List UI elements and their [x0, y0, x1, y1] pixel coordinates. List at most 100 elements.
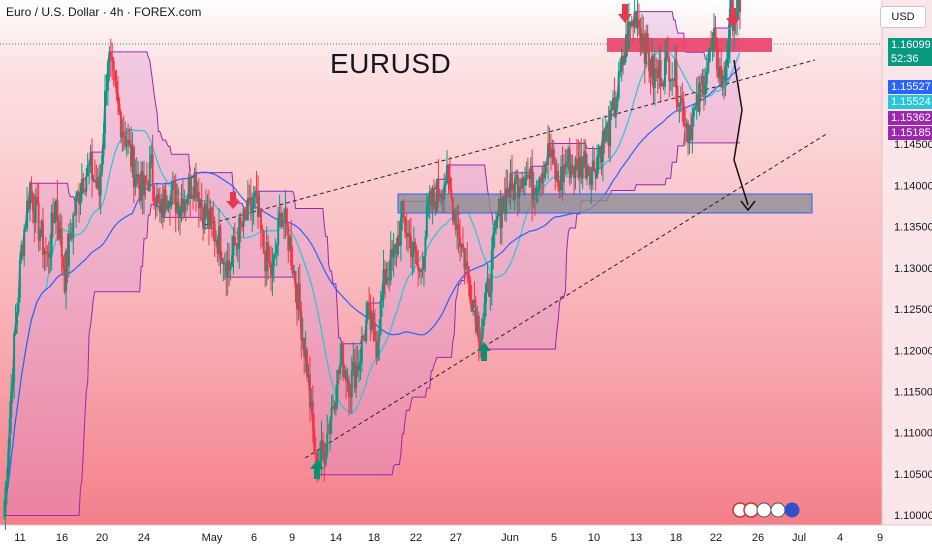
candle-body: [201, 200, 203, 208]
flag-eu-icon[interactable]: [785, 503, 799, 517]
candle-body: [427, 201, 429, 206]
candle-body: [416, 251, 418, 265]
candle-body: [256, 191, 258, 195]
time-tick-label: 18: [670, 532, 682, 544]
candle-body: [15, 325, 17, 333]
candle-body: [82, 179, 84, 191]
candle-body: [94, 179, 96, 181]
candle-body: [726, 59, 728, 66]
candle-body: [716, 38, 718, 70]
candle-body: [4, 488, 6, 515]
candle-body: [712, 39, 714, 50]
candle-body: [524, 181, 526, 186]
price-tick-label: 1.11000: [894, 428, 932, 440]
candle-body: [491, 250, 493, 292]
candle-body: [313, 429, 315, 453]
time-tick-label: 16: [56, 532, 68, 544]
candle-body: [393, 249, 395, 258]
economic-events[interactable]: [733, 503, 799, 517]
candle-body: [553, 149, 555, 163]
candle-body: [409, 233, 411, 237]
candle-body: [654, 69, 656, 88]
candle-body: [707, 62, 709, 73]
candle-body: [511, 173, 513, 185]
price-tag-last: 1.16099: [888, 38, 932, 52]
candle-body: [111, 57, 113, 61]
price-tick-label: 1.13500: [894, 222, 932, 234]
candle-body: [62, 257, 64, 269]
candle-body: [378, 334, 380, 342]
candle-body: [678, 105, 680, 107]
candle-body: [214, 224, 216, 241]
time-tick-label: 5: [551, 532, 557, 544]
candle-body: [478, 316, 480, 342]
currency-button[interactable]: USD: [880, 6, 926, 28]
symbol-title[interactable]: Euro / U.S. Dollar · 4h · FOREX.com: [6, 5, 201, 19]
candle-body: [107, 62, 109, 90]
candle-body: [276, 245, 278, 254]
candle-body: [39, 234, 41, 241]
candle-body: [325, 453, 327, 464]
price-tag-p1: 1.15527: [888, 80, 932, 94]
candle-body: [374, 323, 376, 342]
calendar-event-icon[interactable]: [757, 503, 771, 517]
candle-body: [157, 194, 159, 203]
candle-body: [404, 218, 406, 232]
candle-body: [544, 164, 546, 178]
candle-body: [615, 108, 617, 118]
candle-body: [484, 303, 486, 320]
candle-body: [648, 52, 650, 71]
candle-body: [400, 218, 402, 246]
candle-body: [6, 480, 8, 488]
candle-body: [704, 84, 706, 95]
candle-body: [244, 209, 246, 215]
candle-body: [557, 171, 559, 187]
candle-body: [667, 52, 669, 59]
candle-body: [72, 215, 74, 238]
calendar-event-icon[interactable]: [771, 503, 785, 517]
candle-body: [247, 198, 249, 220]
candle-body: [212, 219, 214, 225]
candle-body: [30, 183, 32, 193]
candle-body: [443, 185, 445, 199]
candle-body: [468, 266, 470, 279]
time-tick-label: 20: [96, 532, 108, 544]
candle-body: [153, 186, 155, 203]
candle-body: [166, 208, 168, 209]
candle-body: [273, 255, 275, 267]
price-tag-p3: 1.15362: [888, 111, 932, 125]
candle-body: [32, 193, 34, 211]
chart-annotation-heading: EURUSD: [330, 48, 451, 80]
candle-body: [469, 279, 471, 301]
candle-body: [23, 229, 25, 256]
candle-body: [144, 176, 146, 182]
candle-body: [596, 157, 598, 178]
candle-body: [576, 159, 578, 161]
candle-body: [411, 253, 413, 257]
candle-body: [286, 208, 288, 226]
resistance-zone[interactable]: [607, 38, 772, 52]
candle-body: [423, 256, 425, 269]
candle-body: [173, 181, 175, 183]
candle-body: [260, 208, 262, 229]
candle-body: [339, 363, 341, 373]
candle-body: [449, 177, 451, 190]
candle-body: [445, 183, 447, 186]
candle-body: [277, 218, 279, 245]
candle-body: [624, 58, 626, 65]
flag-us-icon[interactable]: [744, 503, 758, 517]
candle-body: [437, 179, 439, 196]
candle-body: [616, 98, 618, 108]
candle-body: [17, 298, 19, 313]
candle-body: [25, 228, 27, 229]
candle-body: [549, 143, 551, 153]
candle-body: [497, 216, 499, 220]
candle-body: [537, 188, 539, 191]
time-tick-label: 27: [450, 532, 462, 544]
candle-body: [211, 208, 213, 219]
candle-body: [647, 33, 649, 52]
candle-body: [587, 167, 589, 173]
candle-body: [123, 132, 125, 136]
support-zone[interactable]: [398, 194, 812, 213]
